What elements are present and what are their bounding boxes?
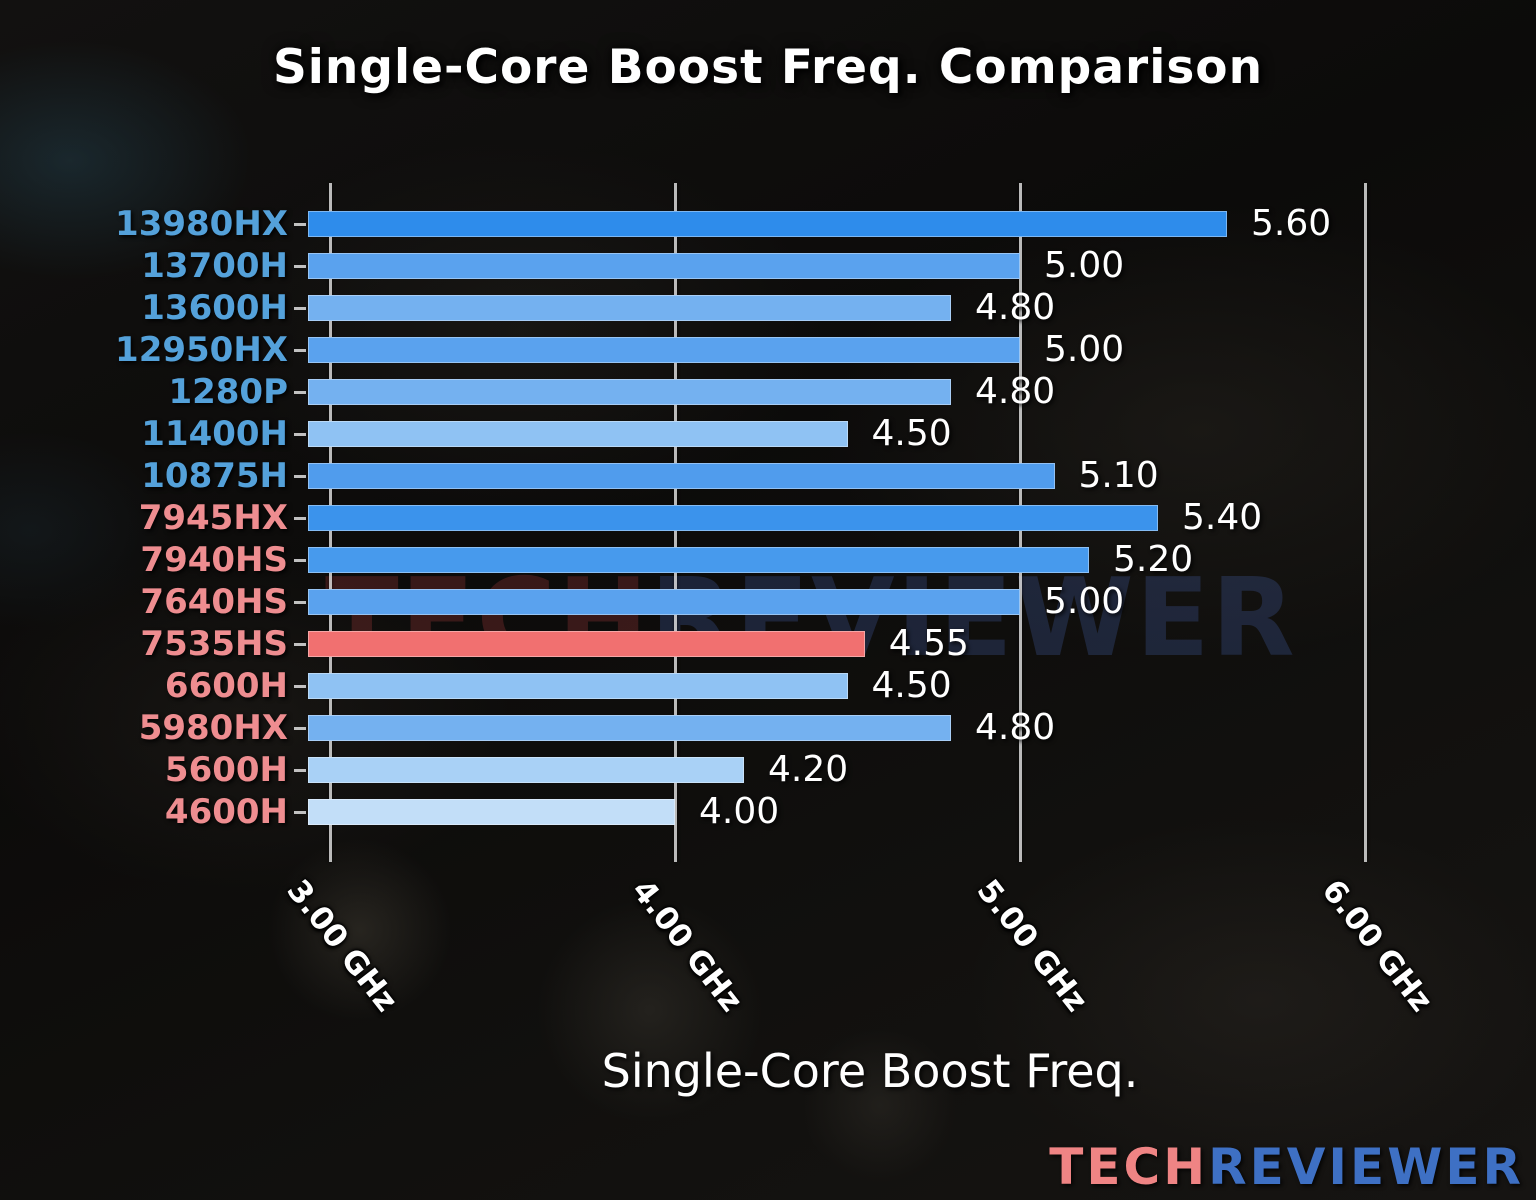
bar-row: 7945HX 5.40 — [139, 498, 1495, 539]
bar-row: 5980HX 4.80 — [139, 708, 1495, 749]
bar-row: 13600H 4.80 — [141, 288, 1495, 329]
value-label: 5.60 — [1251, 203, 1332, 244]
value-label: 4.55 — [888, 623, 969, 664]
category-label-13980hx: 13980HX — [115, 204, 288, 244]
bar-13700h — [308, 253, 1020, 279]
bar-row: 4600H 4.00 — [165, 792, 1495, 833]
y-tick-mark — [294, 475, 306, 478]
x-tick-label: 3.00 GHz — [279, 873, 405, 1019]
category-label-13600h: 13600H — [141, 288, 288, 328]
bar-row: 6600H 4.50 — [165, 666, 1495, 707]
category-label-5600h: 5600H — [164, 750, 288, 790]
plot-area: 3.00 GHz 4.00 GHz 5.00 GHz 6.00 GHz 13980HX 5… — [115, 183, 1495, 1019]
bar-1280p — [308, 379, 951, 405]
y-tick-mark — [294, 391, 306, 394]
y-tick-mark — [294, 517, 306, 520]
bar-7640hs — [308, 589, 1020, 615]
category-label-13700h: 13700H — [141, 246, 288, 286]
brand-logo: TECHREVIEWER — [1049, 1138, 1524, 1196]
value-label: 5.00 — [1044, 581, 1125, 622]
value-label: 5.20 — [1113, 539, 1194, 580]
bar-13600h — [308, 295, 951, 321]
bar-row: 7640HS 5.00 — [140, 582, 1495, 623]
y-tick-mark — [294, 811, 306, 814]
bar-13980hx — [308, 211, 1227, 237]
value-label: 4.80 — [975, 287, 1056, 328]
bar-7945hx — [308, 505, 1158, 531]
y-tick-mark — [294, 433, 306, 436]
bar-row: 13980HX 5.60 — [115, 204, 1495, 245]
y-tick-mark — [294, 769, 306, 772]
value-label: 5.40 — [1182, 497, 1263, 538]
y-tick-mark — [294, 223, 306, 226]
y-tick-mark — [294, 727, 306, 730]
bar-12950hx — [308, 337, 1020, 363]
bar-5980hx — [308, 715, 951, 741]
bar-7535hs — [308, 631, 865, 657]
bar-row: 10875H 5.10 — [141, 456, 1495, 497]
bar-row: 13700H 5.00 — [141, 246, 1495, 287]
bar-row: 5600H 4.20 — [165, 750, 1495, 791]
category-label-7535hs: 7535HS — [140, 624, 288, 664]
x-gridline — [1364, 183, 1367, 862]
brand-logo-tech: TECH — [1049, 1138, 1209, 1196]
bar-row: 11400H 4.50 — [141, 414, 1495, 455]
value-label: 5.00 — [1044, 245, 1125, 286]
x-tick-label: 5.00 GHz — [969, 873, 1095, 1019]
value-label: 4.50 — [871, 665, 952, 706]
bar-4600h — [308, 799, 675, 825]
x-tick-label: 4.00 GHz — [624, 873, 750, 1019]
category-label-5980hx: 5980HX — [138, 708, 288, 748]
bar-6600h — [308, 673, 848, 699]
value-label: 5.00 — [1044, 329, 1125, 370]
bar-row: 7940HS 5.20 — [140, 540, 1495, 581]
y-tick-mark — [294, 559, 306, 562]
bar-row: 1280P 4.80 — [168, 372, 1495, 413]
x-axis-title: Single-Core Boost Freq. — [601, 1044, 1139, 1098]
bar-7940hs — [308, 547, 1089, 573]
y-tick-mark — [294, 601, 306, 604]
category-label-7640hs: 7640HS — [140, 582, 288, 622]
bar-5600h — [308, 757, 744, 783]
y-tick-mark — [294, 307, 306, 310]
y-tick-mark — [294, 685, 306, 688]
value-label: 4.80 — [975, 707, 1056, 748]
bar-10875h — [308, 463, 1055, 489]
brand-logo-reviewer: REVIEWER — [1208, 1138, 1524, 1196]
category-label-7940hs: 7940HS — [140, 540, 288, 580]
y-tick-mark — [294, 349, 306, 352]
category-label-11400h: 11400H — [141, 414, 288, 454]
category-label-12950hx: 12950HX — [115, 330, 288, 370]
category-label-4600h: 4600H — [164, 792, 288, 832]
bar-11400h — [308, 421, 848, 447]
x-tick-label: 6.00 GHz — [1314, 873, 1440, 1019]
category-label-6600h: 6600H — [164, 666, 288, 706]
chart-title: Single-Core Boost Freq. Comparison — [272, 40, 1264, 95]
y-tick-mark — [294, 265, 306, 268]
bar-row: 12950HX 5.00 — [115, 330, 1495, 371]
value-label: 4.50 — [871, 413, 952, 454]
y-tick-mark — [294, 643, 306, 646]
bar-row: 7535HS 4.55 — [140, 624, 1495, 665]
value-label: 4.20 — [768, 749, 849, 790]
value-label: 4.80 — [975, 371, 1056, 412]
category-label-7945hx: 7945HX — [138, 498, 288, 538]
value-label: 4.00 — [699, 791, 780, 832]
value-label: 5.10 — [1078, 455, 1159, 496]
category-label-10875h: 10875H — [141, 456, 288, 496]
category-label-1280p: 1280P — [168, 372, 288, 412]
